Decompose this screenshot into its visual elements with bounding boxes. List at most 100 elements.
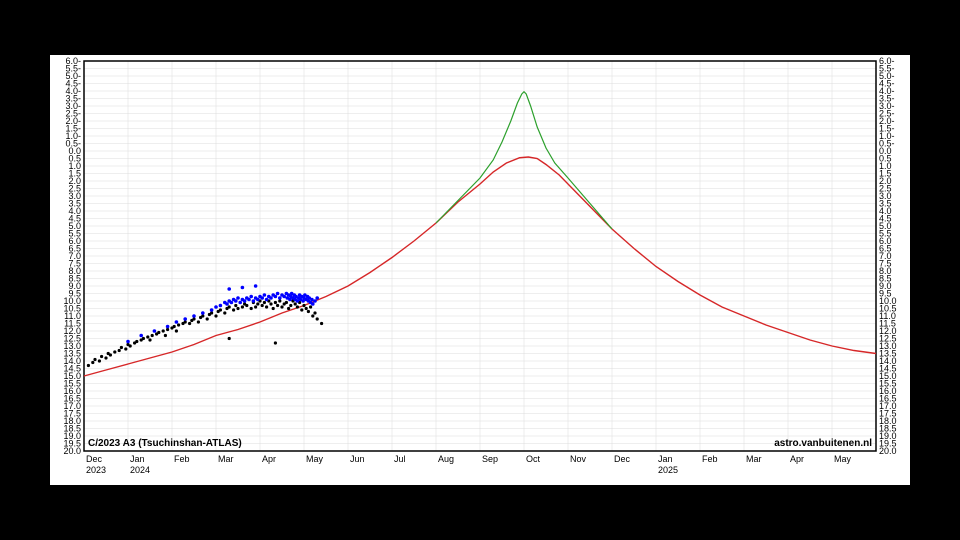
data-point (228, 305, 231, 308)
chart-credit: astro.vanbuitenen.nl (774, 438, 872, 449)
x-tick-label: Dec (614, 454, 631, 464)
data-point (210, 308, 214, 312)
data-point (278, 299, 281, 302)
light-curve-chart: 6.0-6.0-5.5-5.5-5.0-5.0-4.5-4.5-4.0-4.0-… (50, 55, 910, 485)
data-point (162, 329, 165, 332)
data-point (307, 310, 310, 313)
data-point (269, 302, 272, 305)
data-point (109, 353, 112, 356)
data-point (313, 299, 317, 303)
data-point (201, 311, 205, 315)
data-point (228, 337, 231, 340)
data-point (219, 304, 223, 308)
data-point (223, 311, 226, 314)
x-tick-label: Jun (350, 454, 365, 464)
data-point (236, 307, 239, 310)
data-point (126, 340, 130, 344)
data-point (263, 301, 266, 304)
x-year-label: 2025 (658, 465, 678, 475)
data-point (175, 320, 179, 324)
data-point (188, 322, 191, 325)
data-point (310, 298, 314, 302)
x-tick-label: Sep (482, 454, 498, 464)
data-point (256, 298, 260, 302)
data-point (296, 305, 299, 308)
data-point (104, 356, 107, 359)
data-point (219, 308, 222, 311)
data-point (274, 341, 277, 344)
data-point (173, 325, 176, 328)
data-point (247, 298, 251, 302)
data-point (234, 299, 238, 303)
data-point (91, 361, 94, 364)
data-point (302, 304, 305, 307)
data-point (282, 295, 286, 299)
x-year-label: 2024 (130, 465, 150, 475)
data-point (206, 317, 209, 320)
data-point (316, 317, 319, 320)
data-point (214, 314, 217, 317)
data-point (146, 335, 149, 338)
data-point (142, 337, 145, 340)
data-point (260, 296, 264, 300)
data-point (243, 299, 247, 303)
data-point (227, 287, 231, 291)
data-point (98, 359, 101, 362)
x-tick-label: Jan (658, 454, 673, 464)
data-point (252, 299, 256, 303)
data-point (177, 323, 180, 326)
data-point (320, 322, 323, 325)
data-point (197, 320, 200, 323)
data-point (166, 325, 170, 329)
data-point (210, 311, 213, 314)
data-point (236, 296, 240, 300)
data-point (87, 364, 90, 367)
data-point (139, 334, 143, 338)
x-tick-label: Feb (174, 454, 190, 464)
x-tick-label: Mar (746, 454, 762, 464)
data-point (313, 311, 316, 314)
data-point (151, 334, 154, 337)
data-point (166, 328, 169, 331)
data-point (265, 298, 269, 302)
data-point (274, 295, 278, 299)
data-point (184, 320, 187, 323)
x-year-label: 2023 (86, 465, 106, 475)
data-point (276, 292, 280, 296)
x-tick-label: May (834, 454, 852, 464)
data-point (289, 304, 292, 307)
data-point (294, 302, 297, 305)
data-point (254, 284, 258, 288)
data-point (148, 338, 151, 341)
data-point (280, 305, 283, 308)
data-point (278, 296, 282, 300)
data-point (300, 308, 303, 311)
x-tick-label: May (306, 454, 324, 464)
data-point (214, 305, 218, 309)
x-tick-label: Dec (86, 454, 103, 464)
data-point (129, 344, 132, 347)
data-point (315, 296, 319, 300)
x-tick-label: Jan (130, 454, 145, 464)
y-tick-label: 20.0 (63, 446, 81, 456)
data-point (201, 314, 204, 317)
x-tick-label: Mar (218, 454, 234, 464)
data-point (276, 304, 279, 307)
data-point (118, 349, 121, 352)
x-tick-label: Apr (790, 454, 804, 464)
data-point (250, 307, 253, 310)
data-point (311, 302, 315, 306)
x-tick-label: Aug (438, 454, 454, 464)
data-point (249, 295, 253, 299)
data-point (157, 331, 160, 334)
data-point (234, 304, 237, 307)
data-point (175, 329, 178, 332)
data-point (230, 301, 234, 305)
data-point (309, 305, 312, 308)
x-tick-label: Feb (702, 454, 718, 464)
x-tick-label: Apr (262, 454, 276, 464)
y-tick-label: 20.0 (879, 446, 897, 456)
data-point (305, 307, 308, 310)
data-point (100, 355, 103, 358)
data-point (287, 307, 290, 310)
